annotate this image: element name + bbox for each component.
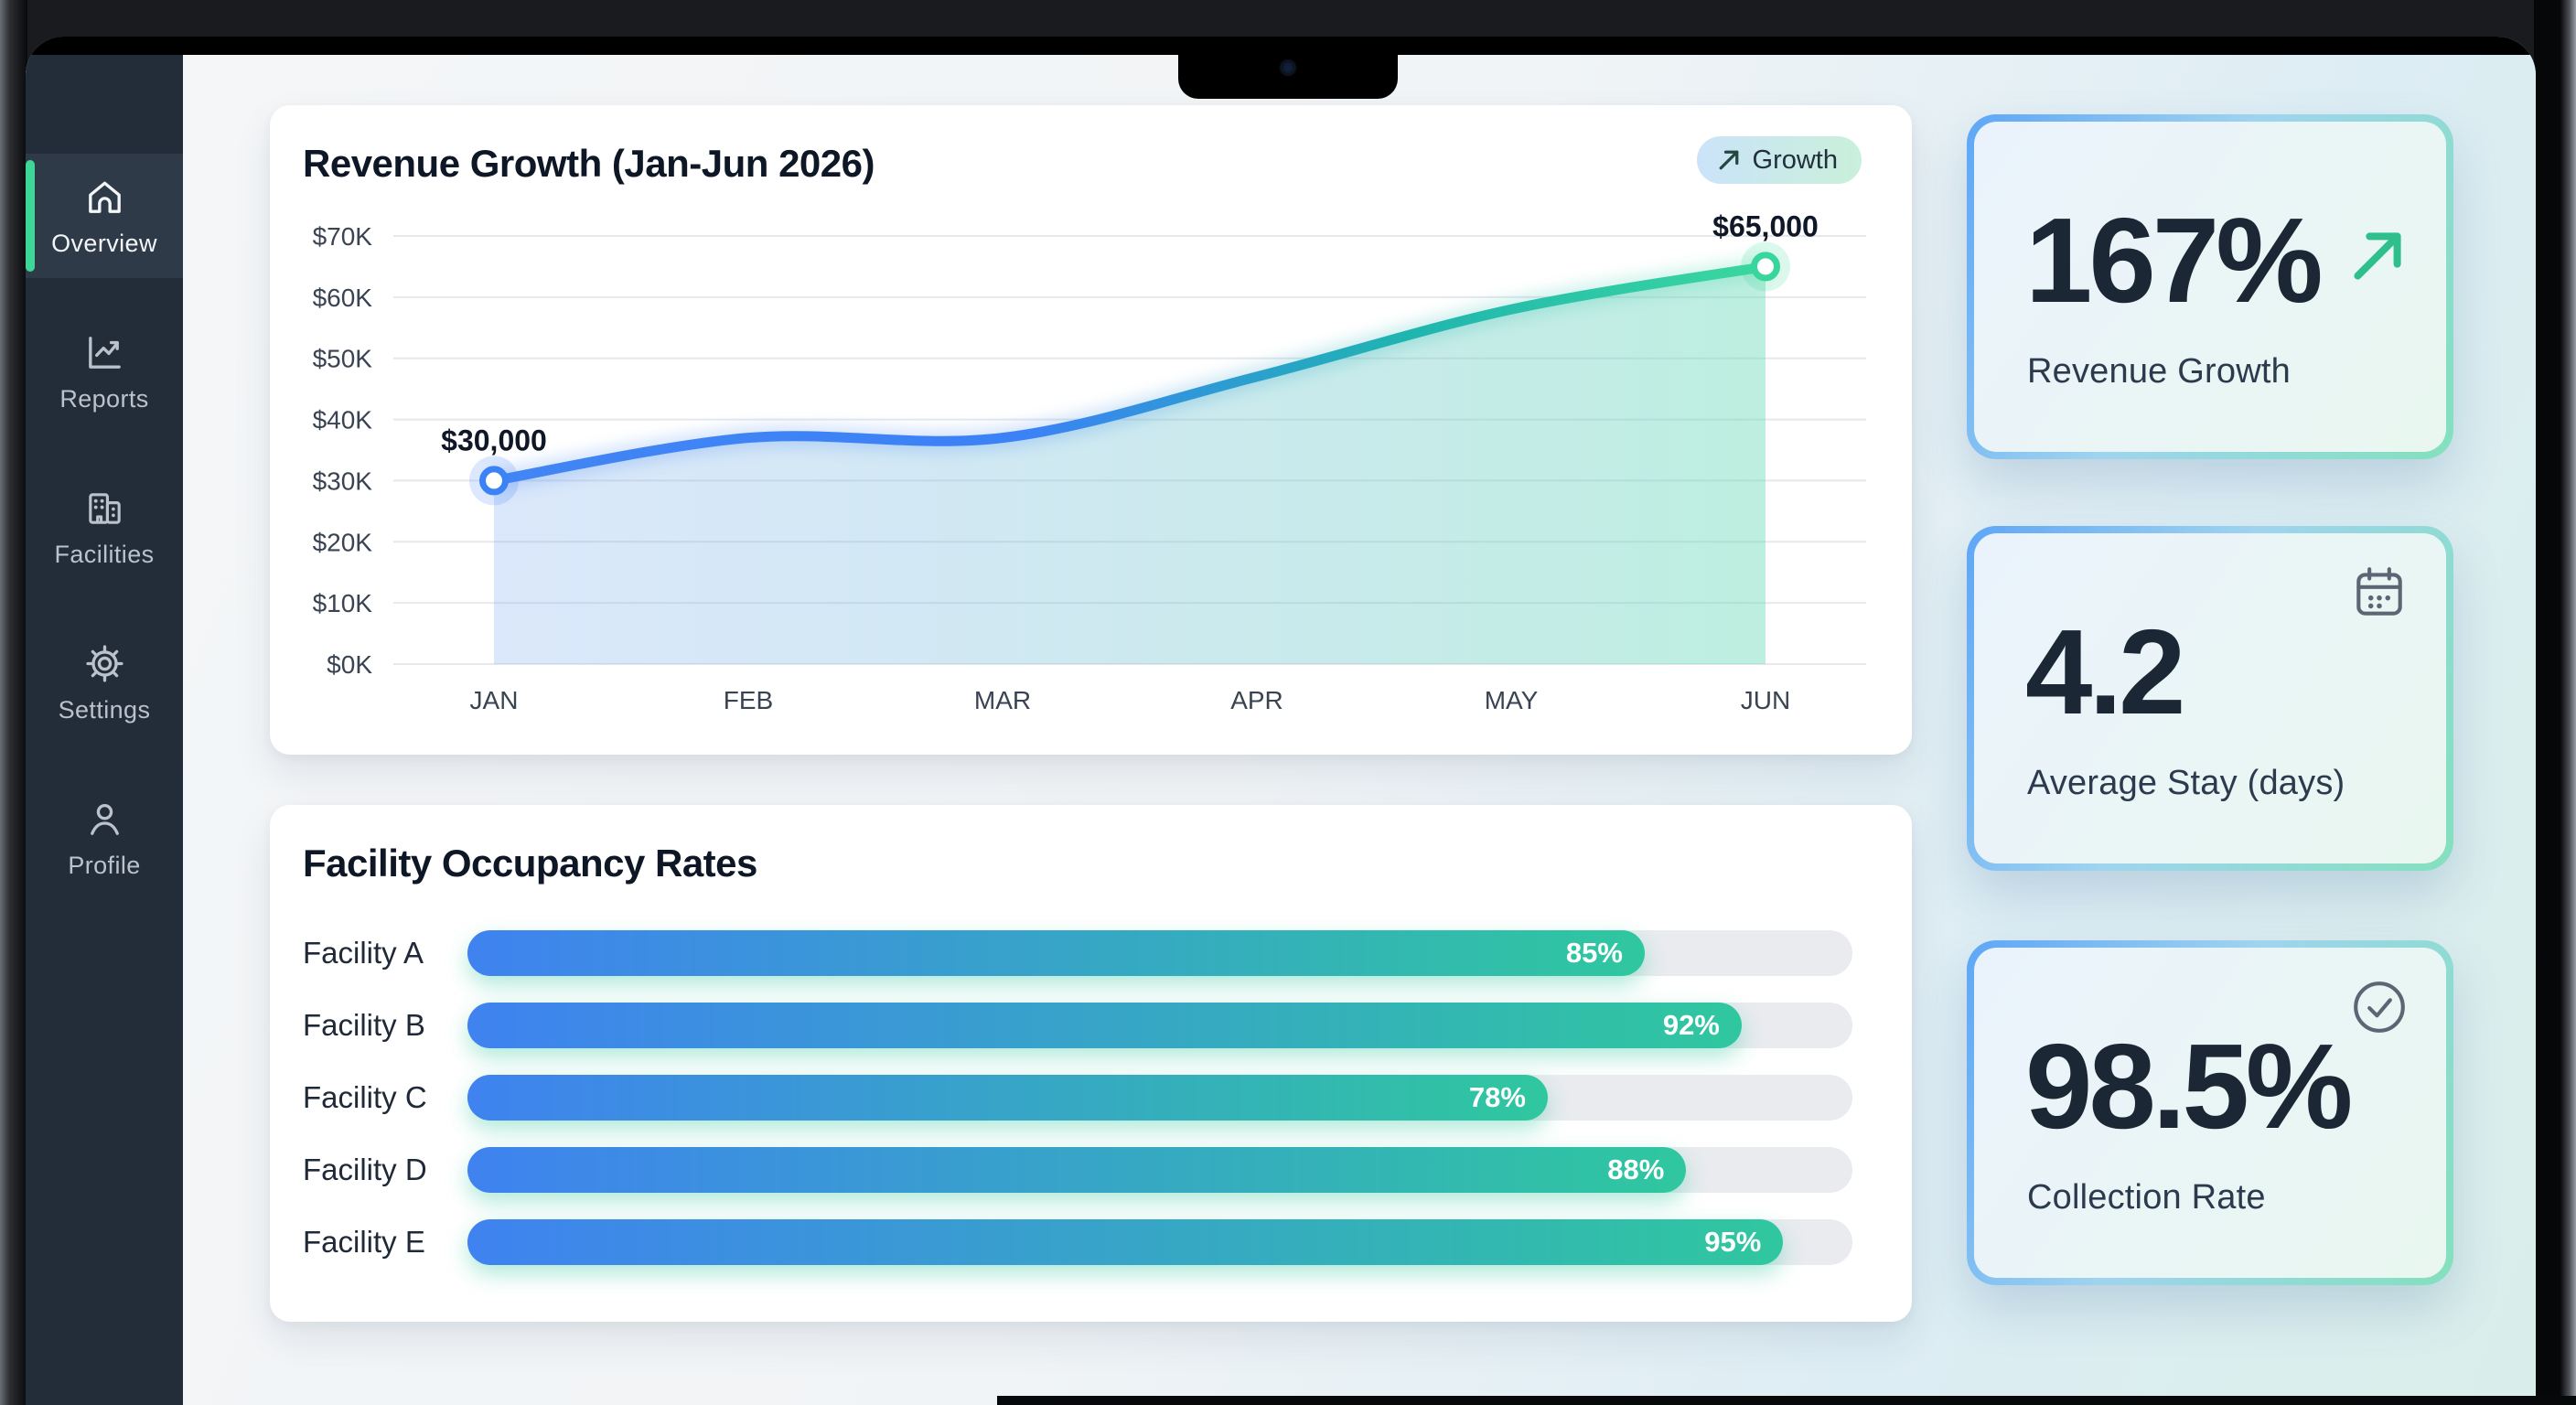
occupancy-row: Facility A 85% — [303, 930, 1852, 976]
facility-label: Facility A — [303, 936, 424, 970]
main-content: Revenue Growth (Jan-Jun 2026) Growth $0K… — [183, 55, 2536, 1405]
x-axis-tick: JAN — [470, 686, 519, 714]
stat-card-body: 167% Revenue Growth — [1974, 122, 2446, 452]
sidebar-item-reports[interactable]: Reports — [26, 309, 183, 434]
occupancy-card: Facility Occupancy Rates Facility A 85% Fa… — [270, 805, 1912, 1322]
facilities-icon — [83, 487, 126, 530]
occupancy-track: 92% — [467, 1003, 1852, 1048]
laptop-bottom-edge — [997, 1396, 2576, 1405]
occupancy-row: Facility E 95% — [303, 1219, 1852, 1265]
growth-badge-label: Growth — [1752, 145, 1838, 175]
sidebar-item-label: Profile — [68, 852, 141, 879]
occupancy-title: Facility Occupancy Rates — [303, 842, 757, 885]
sidebar-item-profile[interactable]: Profile — [26, 776, 183, 900]
stat-label: Revenue Growth — [2027, 352, 2291, 391]
data-point-marker — [479, 466, 509, 496]
occupancy-bar-fill: 78% — [467, 1075, 1548, 1121]
facility-label: Facility E — [303, 1225, 425, 1259]
profile-icon — [83, 798, 126, 841]
revenue-chart-card: Revenue Growth (Jan-Jun 2026) Growth $0K… — [270, 105, 1912, 755]
sidebar-item-label: Reports — [59, 385, 149, 413]
x-axis-tick: APR — [1230, 686, 1283, 714]
occupancy-value-label: 88% — [1607, 1153, 1665, 1185]
stat-label: Average Stay (days) — [2027, 764, 2345, 802]
stat-label: Collection Rate — [2027, 1178, 2266, 1217]
occupancy-bar-fill: 95% — [467, 1219, 1784, 1265]
y-axis-tick: $20K — [313, 528, 373, 556]
occupancy-bar-fill: 92% — [467, 1003, 1742, 1048]
camera-notch — [1178, 37, 1398, 99]
revenue-area-fill — [494, 266, 1766, 664]
occupancy-value-label: 78% — [1468, 1081, 1526, 1113]
reports-icon — [83, 331, 126, 374]
calendar-icon — [2349, 563, 2410, 623]
stat-card-average-stay-days: 4.2 Average Stay (days) — [1967, 526, 2453, 871]
data-point-label: $65,000 — [1712, 209, 1819, 242]
check-circle-icon — [2349, 977, 2410, 1037]
occupancy-row: Facility B 92% — [303, 1003, 1852, 1048]
stat-card-revenue-growth: 167% Revenue Growth — [1967, 114, 2453, 459]
occupancy-bars: Facility A 85% Facility B 92% Facility C 78% F… — [303, 930, 1852, 1292]
camera-dot — [1281, 60, 1295, 75]
sidebar-item-overview[interactable]: Overview — [26, 154, 183, 278]
y-axis-tick: $60K — [313, 284, 373, 312]
trend-up-icon — [1715, 146, 1743, 174]
occupancy-value-label: 92% — [1662, 1009, 1720, 1041]
occupancy-value-label: 85% — [1565, 937, 1623, 969]
sidebar-item-label: Facilities — [54, 541, 155, 568]
occupancy-track: 85% — [467, 930, 1852, 976]
data-point-marker — [1751, 252, 1780, 282]
sidebar: Overview Reports Facilities Settings Profile — [26, 37, 183, 1405]
stat-value: 4.2 — [2025, 605, 2185, 739]
laptop-frame-right — [2534, 0, 2576, 1405]
stat-card-collection-rate: 98.5% Collection Rate — [1967, 940, 2453, 1285]
x-axis-tick: MAR — [974, 686, 1031, 714]
revenue-line — [488, 261, 1771, 486]
y-axis-tick: $0K — [327, 650, 372, 679]
y-axis-tick: $10K — [313, 589, 373, 617]
x-axis-tick: FEB — [724, 686, 773, 714]
x-axis-tick: JUN — [1741, 686, 1790, 714]
y-axis-tick: $30K — [313, 467, 373, 495]
laptop-frame-left — [0, 0, 27, 1405]
stat-value: 167% — [2025, 200, 2411, 321]
sidebar-item-label: Overview — [51, 230, 157, 257]
laptop-screen: Overview Reports Facilities Settings Profile… — [26, 37, 2536, 1405]
occupancy-bar-fill: 85% — [467, 930, 1645, 976]
home-icon — [83, 176, 126, 219]
facility-label: Facility D — [303, 1153, 427, 1186]
occupancy-value-label: 95% — [1704, 1226, 1762, 1258]
stat-value: 98.5% — [2025, 1019, 2353, 1153]
y-axis-tick: $40K — [313, 406, 373, 434]
occupancy-track: 78% — [467, 1075, 1852, 1121]
x-axis-tick: MAY — [1485, 686, 1539, 714]
growth-badge: Growth — [1696, 136, 1862, 184]
y-axis-tick: $70K — [313, 222, 373, 251]
occupancy-row: Facility D 88% — [303, 1147, 1852, 1193]
revenue-chart-title: Revenue Growth (Jan-Jun 2026) — [303, 142, 875, 185]
facility-label: Facility B — [303, 1008, 425, 1042]
facility-label: Facility C — [303, 1080, 427, 1114]
y-axis-tick: $50K — [313, 345, 373, 373]
settings-icon — [83, 642, 126, 685]
sidebar-item-label: Settings — [58, 696, 151, 724]
occupancy-track: 95% — [467, 1219, 1852, 1265]
occupancy-bar-fill: 88% — [467, 1147, 1687, 1193]
stat-card-body: 98.5% Collection Rate — [1974, 948, 2446, 1278]
data-point-label: $30,000 — [441, 424, 547, 456]
stat-card-body: 4.2 Average Stay (days) — [1974, 533, 2446, 863]
sidebar-item-facilities[interactable]: Facilities — [26, 465, 183, 589]
occupancy-row: Facility C 78% — [303, 1075, 1852, 1121]
revenue-line-chart: $0K $10K $20K $30K $40K $50K $60K $70K JAN FEB MAR… — [313, 209, 1866, 714]
sidebar-item-settings[interactable]: Settings — [26, 620, 183, 745]
occupancy-track: 88% — [467, 1147, 1852, 1193]
